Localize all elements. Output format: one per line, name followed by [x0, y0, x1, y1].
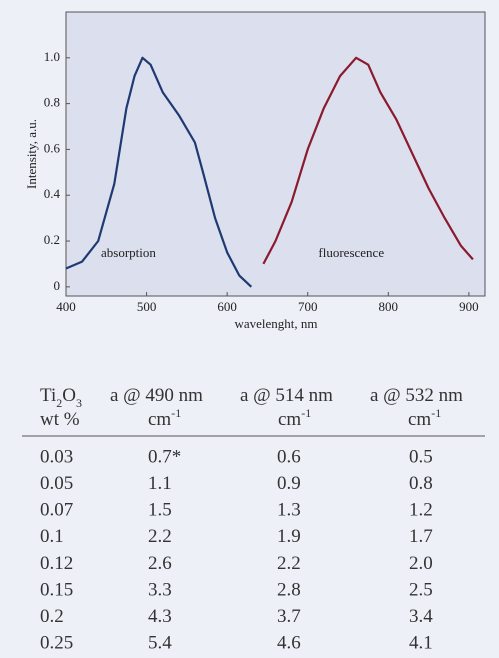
header-part: a @ 532 nm [370, 385, 463, 406]
table-cell: 0.15 [40, 579, 73, 600]
table-cell: 0.9 [277, 473, 301, 494]
header-part: cm [148, 409, 171, 430]
series-line [65, 56, 253, 288]
table-cell: 2.6 [148, 553, 172, 574]
table-cell: 3.3 [148, 579, 172, 600]
table-cell: 1.1 [148, 473, 172, 494]
table-cell: 5.4 [148, 633, 172, 654]
x-tick-label: 800 [379, 299, 399, 314]
table-header: wt % [40, 409, 80, 430]
y-tick-label: 0 [54, 278, 61, 293]
y-tick-label: 0.2 [44, 232, 60, 247]
table-cell: 0.12 [40, 553, 73, 574]
table-cell: 0.5 [409, 446, 433, 467]
y-tick-label: 0.6 [44, 140, 61, 155]
table-cell: 0.2 [40, 606, 64, 627]
header-part: -1 [171, 406, 181, 420]
table-header: cm-1 [408, 406, 441, 431]
table-header: cm-1 [148, 406, 181, 431]
table-cell: 0.03 [40, 446, 73, 467]
table-cell: 1.2 [409, 500, 433, 521]
header-part: wt % [40, 409, 80, 430]
table-header: Ti2O3 [40, 385, 82, 409]
plot-area [65, 11, 486, 297]
x-axis-label: wavelenght, nm [234, 316, 317, 331]
table-cell: 2.2 [277, 553, 301, 574]
header-part: 3 [76, 396, 82, 410]
table-cell: 1.3 [277, 500, 301, 521]
series-line [262, 56, 474, 265]
table-cell: 0.8 [409, 473, 433, 494]
table-cell: 3.4 [409, 606, 433, 627]
table-header: cm-1 [278, 406, 311, 431]
table-cell: 2.2 [148, 526, 172, 547]
table-cell: 4.1 [409, 633, 433, 654]
x-tick-label: 500 [137, 299, 157, 314]
table-cell: 1.9 [277, 526, 301, 547]
header-part: cm [278, 409, 301, 430]
table-cell: 2.0 [409, 553, 433, 574]
header-part: 2 [56, 396, 62, 410]
y-tick-label: 0.8 [44, 95, 60, 110]
y-tick-label: 1.0 [44, 49, 60, 64]
header-part: a @ 490 nm [110, 385, 203, 406]
table-header: a @ 532 nm [370, 385, 463, 406]
header-part: O [62, 385, 76, 406]
x-tick-label: 700 [298, 299, 318, 314]
table-cell: 0.1 [40, 526, 64, 547]
header-part: a @ 514 nm [240, 385, 333, 406]
x-tick-label: 600 [217, 299, 237, 314]
header-part: cm [408, 409, 431, 430]
table-cell: 0.6 [277, 446, 301, 467]
table-cell: 0.25 [40, 633, 73, 654]
table-header: a @ 490 nm [110, 385, 203, 406]
header-part: -1 [431, 406, 441, 420]
header-part: -1 [301, 406, 311, 420]
y-tick-label: 0.4 [44, 186, 61, 201]
table-cell: 4.6 [277, 633, 301, 654]
table-cell: 1.5 [148, 500, 172, 521]
table-cell: 0.05 [40, 473, 73, 494]
table-cell: 3.7 [277, 606, 301, 627]
table-header: a @ 514 nm [240, 385, 333, 406]
series-label: absorption [101, 245, 156, 260]
table-cell: 0.07 [40, 500, 73, 521]
table-cell: 2.8 [277, 579, 301, 600]
header-part: Ti [40, 385, 56, 406]
table-cell: 4.3 [148, 606, 172, 627]
y-axis-label: Intensity, a.u. [24, 119, 39, 189]
x-tick-label: 900 [459, 299, 479, 314]
table-cell: 1.7 [409, 526, 433, 547]
table-cell: 0.7* [148, 446, 181, 467]
table-cell: 2.5 [409, 579, 433, 600]
series-label: fluorescence [318, 245, 384, 260]
x-tick-label: 400 [56, 299, 76, 314]
